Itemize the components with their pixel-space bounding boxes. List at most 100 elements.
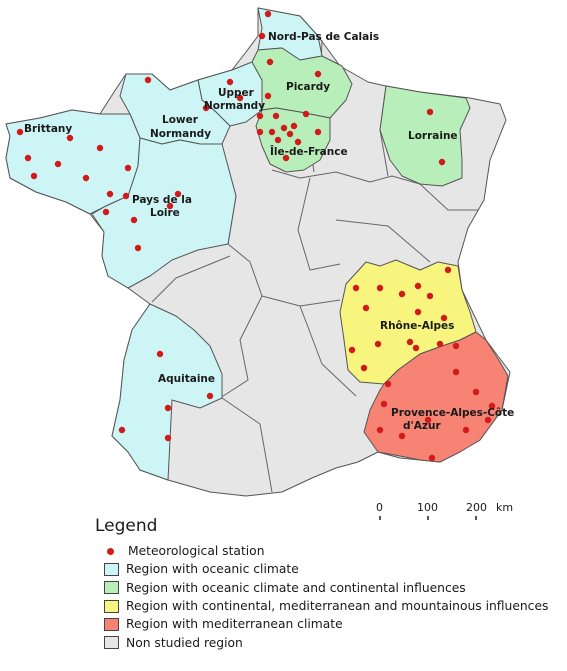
label-pays-de-la-loire-line2: Loire xyxy=(150,207,180,219)
station-marker xyxy=(290,122,298,130)
station-marker xyxy=(274,136,282,144)
legend-item-non-studied: Non studied region xyxy=(95,633,565,651)
station-marker xyxy=(144,76,152,84)
label-pays-de-la-loire-line1: Pays de la xyxy=(132,194,192,206)
scale-tick-100: 100 xyxy=(417,501,438,514)
station-marker xyxy=(122,192,130,200)
station-marker xyxy=(380,400,388,408)
station-marker xyxy=(426,292,434,300)
station-marker xyxy=(164,434,172,442)
region-ile-de-france xyxy=(255,107,331,173)
station-marker xyxy=(206,392,214,400)
region-lorraine xyxy=(379,85,471,187)
legend-label: Non studied region xyxy=(126,635,243,650)
label-rhone-alpes: Rhône-Alpes xyxy=(380,320,454,332)
station-marker xyxy=(66,134,74,142)
label-brittany: Brittany xyxy=(24,123,72,135)
station-marker xyxy=(268,128,276,136)
station-marker xyxy=(264,92,272,100)
station-marker xyxy=(376,426,384,434)
station-marker xyxy=(102,208,110,216)
legend: Legend Meteorological station Region wit… xyxy=(95,516,565,652)
mediterranean-swatch xyxy=(104,617,119,631)
station-marker xyxy=(484,416,492,424)
station-marker xyxy=(414,282,422,290)
station-marker xyxy=(258,32,266,40)
station-marker xyxy=(256,128,264,136)
scale-tick-0: 0 xyxy=(376,501,383,514)
legend-item-continental-mediterranean: Region with continental, mediterranean a… xyxy=(95,597,565,615)
scale-unit: km xyxy=(496,501,513,514)
station-marker xyxy=(398,290,406,298)
france-climate-map: Nord-Pas de Calais Picardy Upper Normand… xyxy=(5,7,514,520)
station-marker xyxy=(226,78,234,86)
station-marker xyxy=(106,190,114,198)
station-marker xyxy=(314,128,322,136)
legend-item-oceanic-continental: Region with oceanic climate and continen… xyxy=(95,579,565,597)
station-dot-icon xyxy=(107,547,114,555)
label-paca-line1: Provence-Alpes-Côte xyxy=(391,407,514,419)
region-pays-de-la-loire xyxy=(91,137,237,289)
legend-label: Region with oceanic climate xyxy=(126,562,299,577)
station-marker xyxy=(428,454,436,462)
station-marker xyxy=(272,112,280,120)
station-marker xyxy=(264,10,272,18)
station-marker xyxy=(24,154,32,162)
legend-label: Meteorological station xyxy=(128,544,265,559)
station-marker xyxy=(314,70,322,78)
station-markers xyxy=(16,10,496,462)
station-marker xyxy=(54,160,62,168)
label-upper-normandy-line2: Normandy xyxy=(204,100,265,112)
legend-title: Legend xyxy=(95,516,158,536)
station-marker xyxy=(362,304,370,312)
label-paca-line2: d'Azur xyxy=(403,420,441,432)
station-marker xyxy=(82,174,90,182)
station-marker xyxy=(302,110,310,118)
station-marker xyxy=(348,346,356,354)
station-marker xyxy=(286,130,294,138)
station-marker xyxy=(202,104,210,112)
station-marker xyxy=(266,58,274,66)
label-lower-normandy-line2: Normandy xyxy=(150,128,211,140)
label-ile-de-france: Île-de-France xyxy=(270,145,348,158)
station-marker xyxy=(376,284,384,292)
station-marker xyxy=(472,388,480,396)
station-marker xyxy=(124,164,132,172)
legend-label: Region with oceanic climate and continen… xyxy=(126,580,466,595)
label-nord-pas-de-calais: Nord-Pas de Calais xyxy=(268,31,379,43)
station-marker xyxy=(424,416,432,424)
station-marker xyxy=(256,112,264,120)
label-aquitaine: Aquitaine xyxy=(158,373,215,385)
station-marker xyxy=(352,284,360,292)
station-marker xyxy=(30,172,38,180)
legend-label: Region with mediterranean climate xyxy=(126,617,343,632)
scale-bar: 0 100 200 km xyxy=(376,501,513,520)
label-picardy: Picardy xyxy=(286,81,330,93)
station-marker xyxy=(360,364,368,372)
station-marker xyxy=(174,190,182,198)
station-marker xyxy=(444,266,452,274)
station-marker xyxy=(452,368,460,376)
non-studied-swatch xyxy=(104,636,119,650)
station-marker xyxy=(236,94,244,102)
station-marker xyxy=(164,404,172,412)
legend-item-station: Meteorological station xyxy=(95,542,565,560)
station-marker xyxy=(280,124,288,132)
station-marker xyxy=(282,154,290,162)
legend-label: Region with continental, mediterranean a… xyxy=(126,599,549,614)
legend-item-oceanic: Region with oceanic climate xyxy=(95,560,565,578)
station-marker xyxy=(438,158,446,166)
label-upper-normandy-line1: Upper xyxy=(218,87,255,99)
station-marker xyxy=(398,432,406,440)
station-marker xyxy=(118,426,126,434)
station-marker xyxy=(374,340,382,348)
legend-item-mediterranean: Region with mediterranean climate xyxy=(95,615,565,633)
station-marker xyxy=(134,244,142,252)
station-marker xyxy=(412,344,420,352)
station-marker xyxy=(156,350,164,358)
region-labels: Nord-Pas de Calais Picardy Upper Normand… xyxy=(24,31,514,432)
station-marker xyxy=(406,338,414,346)
oceanic-continental-swatch xyxy=(104,581,119,595)
station-marker xyxy=(384,380,392,388)
station-marker xyxy=(462,426,470,434)
